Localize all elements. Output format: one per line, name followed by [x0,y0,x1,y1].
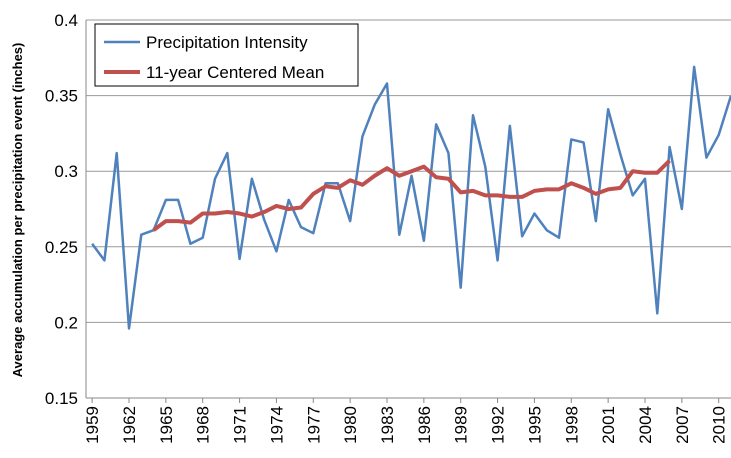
x-tick-label: 1962 [120,406,139,444]
x-tick-label: 1995 [525,406,544,444]
x-tick-label: 1986 [415,406,434,444]
x-tick-label: 1998 [562,406,581,444]
x-tick-label: 1959 [83,406,102,444]
x-tick-label: 2004 [636,406,655,444]
x-tick-label: 2001 [599,406,618,444]
x-tick-label: 1965 [157,406,176,444]
y-axis-label: Average accumulation per precipitation e… [10,43,25,378]
x-tick-label: 1989 [452,406,471,444]
legend-label: 11-year Centered Mean [146,63,324,82]
x-tick-label: 1992 [489,406,508,444]
x-tick-label: 2010 [710,406,729,444]
x-tick-label: 1971 [231,406,250,444]
legend-label: Precipitation Intensity [146,33,308,52]
y-tick-label: 0.4 [54,11,78,30]
legend: Precipitation Intensity 11-year Centered … [94,23,359,87]
series-line [91,65,731,330]
x-tick-label: 1980 [341,406,360,444]
x-tick-label: 1977 [304,406,323,444]
x-tick-label: 1983 [378,406,397,444]
x-tick-label: 2007 [673,406,692,444]
x-tick-label: 1968 [194,406,213,444]
legend-box [94,23,359,87]
y-tick-label: 0.2 [54,313,78,332]
y-tick-label: 0.35 [45,87,78,106]
y-tick-label: 0.3 [54,162,78,181]
x-tick-label: 1974 [267,406,286,444]
y-tick-label: 0.15 [45,389,78,408]
y-tick-label: 0.25 [45,238,78,257]
series-line [152,159,671,232]
